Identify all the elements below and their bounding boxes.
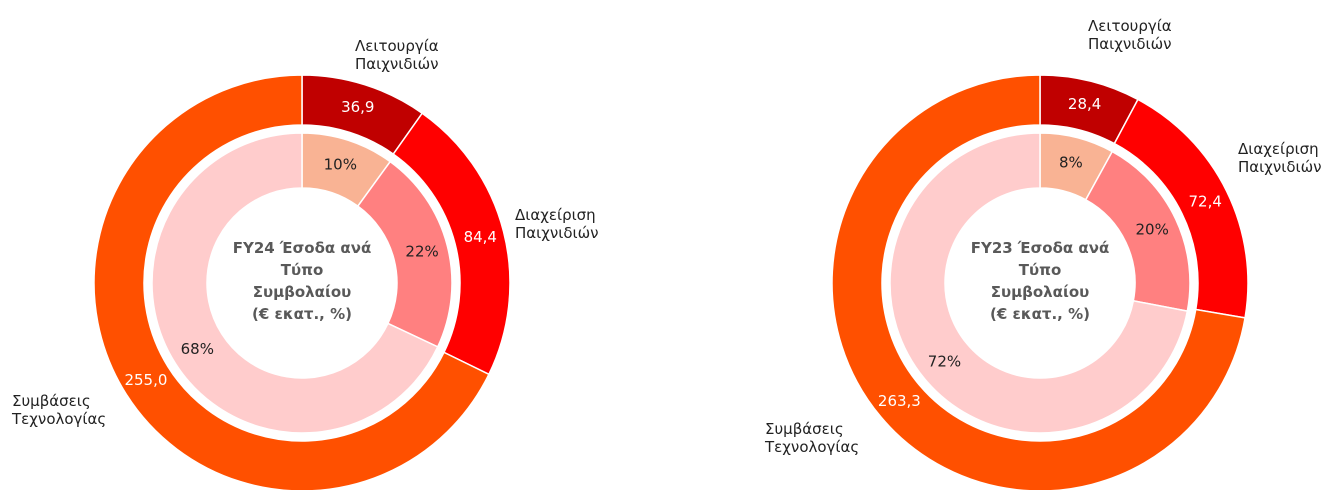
title-line: (€ εκατ., %) xyxy=(990,305,1090,323)
separator xyxy=(884,127,1196,439)
donut-hole xyxy=(207,188,397,378)
category-label: Διαχείριση Παιχνιδιών xyxy=(1238,140,1322,176)
title-line: FY24 Έσοδα ανά xyxy=(232,239,372,257)
title-line: FY23 Έσοδα ανά xyxy=(970,239,1110,257)
category-label: Συμβάσεις Τεχνολογίας xyxy=(12,392,107,428)
chart-title: FY23 Έσοδα ανά Τύπο Συμβολαίου (€ εκατ., %) xyxy=(950,237,1130,325)
category-label: Λειτουργία Παιχνιδιών xyxy=(1088,17,1172,53)
value-label: 72,4 xyxy=(1188,192,1221,210)
title-line: Τύπο xyxy=(280,261,324,279)
value-label: 10% xyxy=(324,156,357,174)
value-label: 36,9 xyxy=(341,98,374,116)
donut-segment xyxy=(93,74,490,490)
separator xyxy=(146,127,458,439)
donut-hole xyxy=(945,188,1135,378)
title-line: Συμβολαίου xyxy=(990,283,1090,301)
title-line: (€ εκατ., %) xyxy=(252,305,352,323)
chart-title: FY24 Έσοδα ανά Τύπο Συμβολαίου (€ εκατ., %) xyxy=(212,237,392,325)
value-label: 20% xyxy=(1136,221,1169,239)
value-label: 8% xyxy=(1059,153,1083,171)
value-label: 68% xyxy=(181,340,214,358)
value-label: 255,0 xyxy=(124,371,167,389)
value-label: 28,4 xyxy=(1068,95,1101,113)
value-label: 263,3 xyxy=(878,392,921,410)
value-label: 84,4 xyxy=(464,228,497,246)
category-label: Λειτουργία Παιχνιδιών xyxy=(355,37,439,73)
title-line: Συμβολαίου xyxy=(252,283,352,301)
donut-segment xyxy=(831,74,1246,490)
value-label: 72% xyxy=(928,353,961,371)
category-label: Διαχείριση Παιχνιδιών xyxy=(515,206,599,242)
title-line: Τύπο xyxy=(1018,261,1062,279)
category-label: Συμβάσεις Τεχνολογίας xyxy=(765,420,860,456)
value-label: 22% xyxy=(405,243,438,261)
